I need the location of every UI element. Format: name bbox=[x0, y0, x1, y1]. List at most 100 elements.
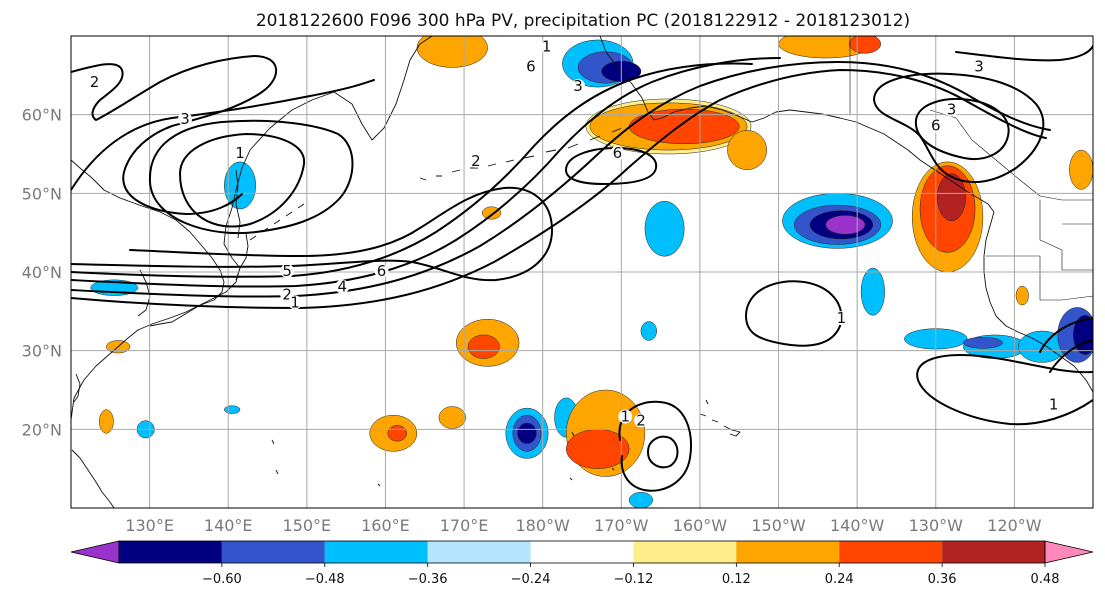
colorbar-segment bbox=[324, 541, 428, 563]
contour-label-bg bbox=[1046, 397, 1061, 412]
pv-contour-jet-4 bbox=[71, 57, 781, 288]
contour-label: 2 bbox=[282, 286, 292, 304]
precip-region bbox=[849, 36, 881, 54]
contour-label-bg bbox=[280, 263, 295, 278]
lon-tick-label: 150°W bbox=[751, 516, 806, 535]
pv-contour-east-6 bbox=[914, 98, 1010, 160]
colorbar-tick-label: −0.12 bbox=[614, 572, 654, 587]
contour-label: 3 bbox=[180, 110, 190, 128]
coast-taiwan bbox=[73, 373, 81, 403]
colorbar-segment bbox=[119, 541, 222, 563]
precip-region bbox=[825, 215, 866, 235]
contour-label: 6 bbox=[613, 144, 623, 162]
contour-label-bg bbox=[288, 295, 303, 310]
precip-region bbox=[1069, 149, 1093, 190]
colorbar-tick-label: −0.24 bbox=[511, 572, 551, 587]
contour-label-bg bbox=[633, 413, 648, 428]
precip-region bbox=[224, 405, 241, 414]
precip-region bbox=[517, 422, 537, 444]
precip-region bbox=[640, 321, 657, 341]
contour-label: 3 bbox=[974, 57, 984, 75]
lon-tick-label: 170°W bbox=[594, 516, 649, 535]
colorbar-segment bbox=[427, 541, 531, 563]
lon-tick-label: 130°E bbox=[125, 516, 174, 535]
contour-label-bg bbox=[834, 311, 849, 326]
pv-contour-1-se-inner bbox=[1039, 317, 1093, 373]
precip-region bbox=[99, 409, 114, 434]
contour-label-bg bbox=[539, 39, 554, 54]
precipitation-layer bbox=[90, 36, 1093, 508]
contour-label: 1 bbox=[620, 407, 630, 425]
precip-region bbox=[644, 200, 685, 257]
contour-label: 3 bbox=[573, 77, 583, 95]
colorbar-segment bbox=[221, 541, 325, 563]
lon-tick-label: 120°W bbox=[987, 516, 1042, 535]
contour-label-bg bbox=[233, 145, 248, 160]
contour-label-bg bbox=[468, 153, 483, 168]
lon-tick-label: 160°W bbox=[673, 516, 728, 535]
pv-contour-1-hawaii bbox=[618, 400, 692, 492]
contour-label-bg bbox=[87, 75, 102, 90]
colorbar-tick-label: −0.60 bbox=[202, 572, 242, 587]
precip-region bbox=[963, 337, 1003, 349]
map-frame bbox=[70, 35, 1094, 509]
colorbar-segment bbox=[633, 541, 737, 563]
pv-contour-6-south bbox=[565, 147, 658, 185]
lon-tick-label: 160°E bbox=[361, 516, 410, 535]
lon-tick-label: 150°E bbox=[283, 516, 332, 535]
pv-contour-1-se bbox=[916, 354, 1093, 426]
contour-label: 1 bbox=[290, 293, 300, 311]
contour-label: 5 bbox=[282, 262, 292, 280]
lon-tick-label: 130°W bbox=[909, 516, 964, 535]
coast-islands bbox=[271, 399, 709, 487]
precip-region bbox=[628, 492, 654, 508]
pv-contour-1-low bbox=[179, 133, 306, 228]
lat-tick-label: 20°N bbox=[22, 420, 62, 439]
colorbar-tick-label: 0.24 bbox=[825, 572, 854, 587]
colorbar-tick-label: 0.48 bbox=[1031, 572, 1060, 587]
colorbar-extend-low bbox=[70, 540, 120, 564]
contour-label: 1 bbox=[542, 38, 552, 56]
contour-label-bg bbox=[374, 263, 389, 278]
coast-sakhalin bbox=[235, 169, 241, 239]
lat-tick-label: 50°N bbox=[22, 184, 62, 203]
colorbar-extend-high bbox=[1044, 540, 1094, 564]
lon-tick-label: 170°E bbox=[440, 516, 489, 535]
lon-tick-label: 180°W bbox=[516, 516, 571, 535]
coast-nw-america bbox=[983, 211, 1093, 393]
contour-label-bg bbox=[618, 409, 633, 424]
contour-label-bg bbox=[571, 79, 586, 94]
precip-region bbox=[860, 267, 885, 316]
colorbar-frame bbox=[118, 540, 1046, 564]
contour-label-bg bbox=[972, 59, 987, 74]
pv-contour-1-east-low bbox=[745, 280, 843, 347]
pv-contour-jet-5 bbox=[71, 62, 753, 278]
colorbar-segment bbox=[942, 541, 1045, 563]
coast-hawaii bbox=[699, 413, 741, 437]
colorbar-tick-label: 0.36 bbox=[928, 572, 957, 587]
contour-label: 4 bbox=[337, 278, 347, 296]
contour-label: 3 bbox=[947, 101, 957, 119]
pv-contour-jet-1 bbox=[71, 69, 1047, 309]
coast-philippines bbox=[71, 449, 115, 508]
contour-label: 6 bbox=[931, 116, 941, 134]
colorbar-segment bbox=[839, 541, 943, 563]
pv-contour-east-3b bbox=[955, 45, 1093, 62]
pv-contour-2-west bbox=[71, 55, 278, 215]
contour-label-bg bbox=[928, 118, 943, 133]
lon-tick-label: 140°E bbox=[204, 516, 253, 535]
precip-region bbox=[467, 334, 500, 359]
pv-contour-jet-6 bbox=[71, 186, 553, 282]
lat-tick-label: 40°N bbox=[22, 263, 62, 282]
lat-tick-label: 30°N bbox=[22, 342, 62, 361]
latitude-tick-labels: 60°N 50°N 40°N 30°N 20°N bbox=[22, 106, 62, 440]
contour-label: 1 bbox=[1049, 396, 1059, 414]
colorbar: −0.60 −0.48 −0.36 −0.24 −0.12 0.12 0.24 0.36 0.4… bbox=[70, 540, 1094, 587]
precip-region bbox=[224, 161, 256, 210]
contour-label: 2 bbox=[90, 73, 100, 91]
longitude-tick-labels: 130°E 140°E 150°E 160°E 170°E 180°W 170°W 160°W… bbox=[125, 516, 1041, 535]
coast-kamchatka bbox=[231, 36, 433, 209]
